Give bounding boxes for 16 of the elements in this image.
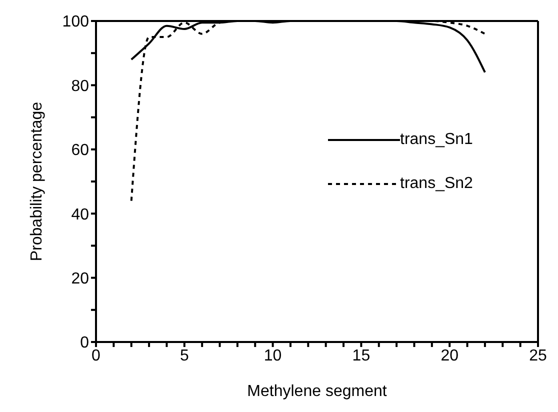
y-tick-label: 0 [80,334,90,352]
x-tick-label: 25 [529,347,547,364]
legend-label: trans_Sn1 [400,131,473,149]
legend-label: trans_Sn2 [400,175,473,193]
x-tick-label: 20 [440,347,459,364]
x-tick-label: 10 [264,347,282,364]
y-tick-label: 40 [71,206,90,224]
x-tick-label: 15 [352,347,370,364]
x-axis-title: Methylene segment [247,383,388,400]
y-tick-label: 60 [71,142,90,160]
x-tick-label: 5 [180,347,189,364]
y-tick-label: 80 [71,78,90,95]
y-axis-title: Probability percentage [28,102,46,262]
x-tick-label: 0 [92,347,101,364]
y-tick-label: 100 [62,14,90,31]
y-tick-label: 20 [71,270,90,288]
